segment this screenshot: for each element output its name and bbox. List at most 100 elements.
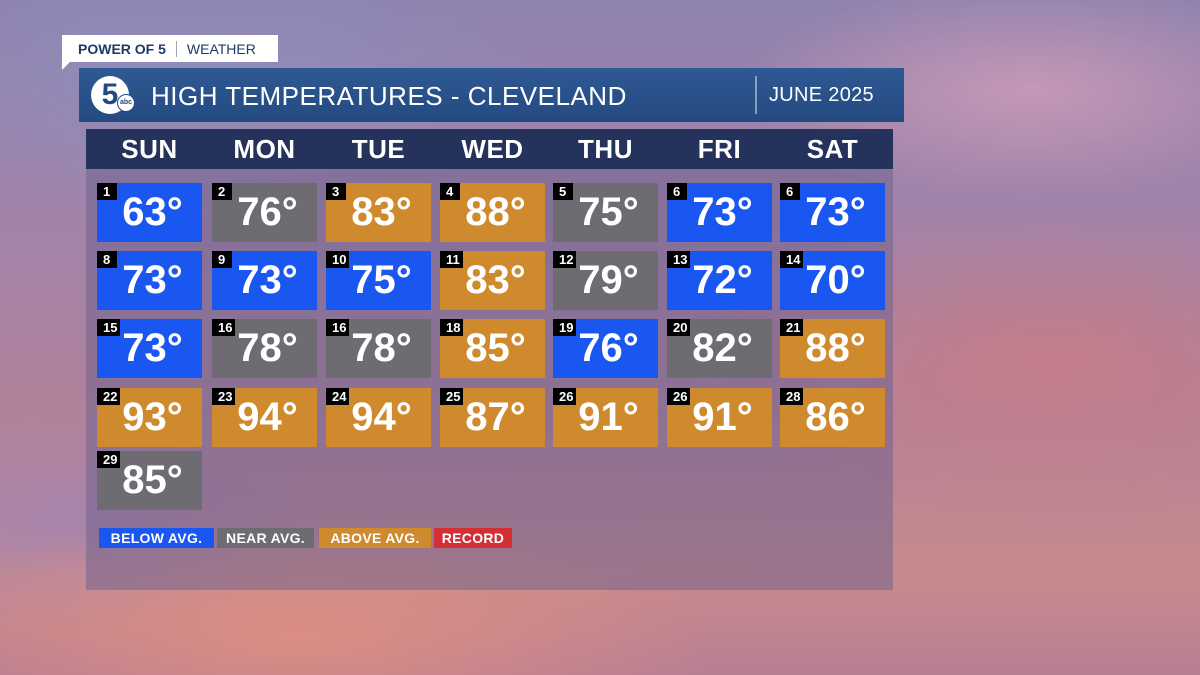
day-cell: 6 73°: [780, 183, 885, 242]
day-number: 25: [440, 388, 464, 405]
day-cell: 29 85°: [97, 451, 202, 510]
high-temperature: 88°: [805, 326, 866, 370]
weekday-thu: THU: [578, 134, 633, 164]
day-number: 1: [97, 183, 117, 200]
day-number: 2: [212, 183, 232, 200]
brand-show-label: POWER OF 5: [78, 40, 166, 57]
high-temperature: 75°: [351, 258, 412, 302]
day-cell: 15 73°: [97, 319, 202, 378]
day-cell: 16 78°: [212, 319, 317, 378]
high-temperature: 78°: [237, 326, 298, 370]
high-temperature: 82°: [692, 326, 753, 370]
high-temperature: 91°: [578, 395, 639, 439]
day-number: 24: [326, 388, 350, 405]
high-temperature: 75°: [578, 190, 639, 234]
brand-tag-tail: [62, 62, 70, 70]
page-title: HIGH TEMPERATURES - CLEVELAND: [151, 81, 627, 111]
day-number: 19: [553, 319, 577, 336]
high-temperature: 87°: [465, 395, 526, 439]
high-temperature: 91°: [692, 395, 753, 439]
day-cell: 4 88°: [440, 183, 545, 242]
day-number: 3: [326, 183, 346, 200]
day-cell: 23 94°: [212, 388, 317, 447]
day-number: 15: [97, 319, 121, 336]
day-cell: 10 75°: [326, 251, 431, 310]
day-number: 9: [212, 251, 232, 268]
weekday-mon: MON: [233, 134, 296, 164]
legend-record: RECORD: [434, 528, 512, 548]
day-cell: 8 73°: [97, 251, 202, 310]
day-number: 20: [667, 319, 691, 336]
day-number: 21: [780, 319, 804, 336]
weekday-sun: SUN: [121, 134, 178, 164]
day-number: 29: [97, 451, 121, 468]
day-cell: 18 85°: [440, 319, 545, 378]
day-number: 14: [780, 251, 804, 268]
high-temperature: 94°: [237, 395, 298, 439]
day-cell: 12 79°: [553, 251, 658, 310]
day-cell: 13 72°: [667, 251, 772, 310]
legend-near: NEAR AVG.: [217, 528, 314, 548]
day-number: 10: [326, 251, 350, 268]
day-cell: 5 75°: [553, 183, 658, 242]
day-cell: 26 91°: [553, 388, 658, 447]
high-temperature: 85°: [122, 458, 183, 502]
day-cell: 26 91°: [667, 388, 772, 447]
day-cell: 25 87°: [440, 388, 545, 447]
title-bar: 5 abc HIGH TEMPERATURES - CLEVELAND JUNE…: [79, 68, 904, 122]
day-number: 5: [553, 183, 573, 200]
high-temperature: 73°: [805, 190, 866, 234]
day-cell: 20 82°: [667, 319, 772, 378]
day-number: 6: [780, 183, 800, 200]
high-temperature: 73°: [122, 326, 183, 370]
brand-tag: POWER OF 5 WEATHER: [62, 35, 278, 62]
high-temperature: 83°: [351, 190, 412, 234]
brand-separator: [175, 40, 177, 57]
high-temperature: 94°: [351, 395, 412, 439]
high-temperature: 83°: [465, 258, 526, 302]
day-cell: 24 94°: [326, 388, 431, 447]
day-number: 8: [97, 251, 117, 268]
high-temperature: 63°: [122, 190, 183, 234]
high-temperature: 73°: [692, 190, 753, 234]
day-cell: 21 88°: [780, 319, 885, 378]
station-logo-icon: 5 abc: [91, 76, 135, 114]
high-temperature: 76°: [237, 190, 298, 234]
high-temperature: 79°: [578, 258, 639, 302]
day-cell: 14 70°: [780, 251, 885, 310]
day-number: 11: [440, 251, 463, 268]
day-cell: 1 63°: [97, 183, 202, 242]
weekday-fri: FRI: [697, 134, 742, 164]
high-temperature: 78°: [351, 326, 412, 370]
legend-below: BELOW AVG.: [99, 528, 214, 548]
day-number: 4: [440, 183, 460, 200]
high-temperature: 85°: [465, 326, 526, 370]
day-cell: 28 86°: [780, 388, 885, 447]
day-cell: 11 83°: [440, 251, 545, 310]
day-number: 22: [97, 388, 121, 405]
weekday-header-row: [86, 129, 893, 169]
day-number: 26: [553, 388, 577, 405]
high-temperature: 93°: [122, 395, 183, 439]
day-number: 16: [326, 319, 350, 336]
day-number: 6: [667, 183, 687, 200]
day-cell: 6 73°: [667, 183, 772, 242]
high-temperature: 70°: [805, 258, 866, 302]
day-number: 12: [553, 251, 577, 268]
high-temperature: 86°: [805, 395, 866, 439]
weekday-sat: SAT: [806, 134, 859, 164]
day-number: 23: [212, 388, 236, 405]
brand-section-label: WEATHER: [186, 40, 256, 57]
day-cell: 16 78°: [326, 319, 431, 378]
weekday-wed: WED: [461, 134, 524, 164]
day-number: 28: [780, 388, 804, 405]
day-cell: 19 76°: [553, 319, 658, 378]
day-number: 18: [440, 319, 464, 336]
day-cell: 2 76°: [212, 183, 317, 242]
high-temperature: 72°: [692, 258, 753, 302]
legend-above: ABOVE AVG.: [319, 528, 431, 548]
day-number: 16: [212, 319, 236, 336]
day-number: 26: [667, 388, 691, 405]
day-number: 13: [667, 251, 691, 268]
high-temperature: 88°: [465, 190, 526, 234]
